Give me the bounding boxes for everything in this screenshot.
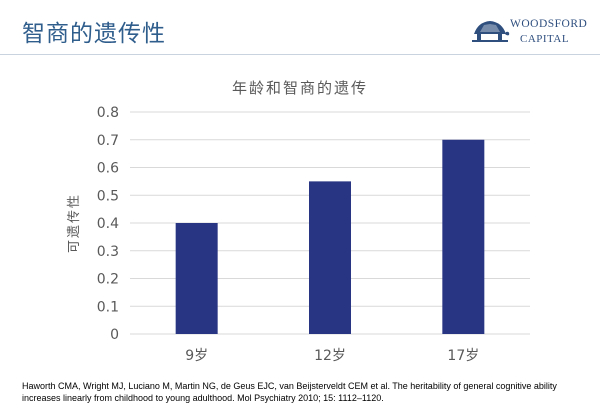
citation: Haworth CMA, Wright MJ, Luciano M, Marti… [22, 381, 557, 403]
bar [442, 139, 485, 334]
y-tick-label: 0.4 [97, 216, 119, 232]
y-tick-label: 0.5 [97, 188, 119, 204]
chart-title: 年龄和智商的遗传 [232, 79, 368, 97]
bars [175, 139, 485, 334]
y-tick-labels: 0 0.1 0.2 0.3 0.4 0.5 0.6 0.7 0.8 [97, 105, 119, 343]
y-tick-label: 0 [110, 327, 119, 343]
y-tick-label: 0.3 [97, 244, 119, 260]
bar [175, 223, 218, 334]
y-tick-label: 0.1 [97, 299, 119, 315]
y-tick-label: 0.8 [97, 105, 119, 121]
x-tick-labels: 9岁 12岁 17岁 [185, 348, 479, 364]
y-tick-label: 0.7 [97, 133, 119, 149]
title-divider [0, 54, 600, 55]
logo-subtitle: CAPITAL [520, 33, 570, 45]
logo-name: WOODSFORD [510, 18, 588, 30]
bar [309, 181, 351, 334]
x-tick-label: 9岁 [185, 348, 208, 364]
y-axis-label: 可遗传性 [67, 193, 82, 253]
x-tick-label: 12岁 [314, 348, 346, 364]
slide-title: 智商的遗传性 [22, 21, 166, 47]
turtle-icon [472, 21, 510, 42]
company-logo: WOODSFORD CAPITAL [470, 14, 590, 50]
y-tick-label: 0.6 [97, 161, 119, 177]
y-tick-label: 0.2 [97, 272, 119, 288]
bar-chart: 年龄和智商的遗传 可遗传性 00.10.20.30.40.50.60.70.8 … [67, 79, 530, 364]
x-tick-label: 17岁 [447, 348, 479, 364]
